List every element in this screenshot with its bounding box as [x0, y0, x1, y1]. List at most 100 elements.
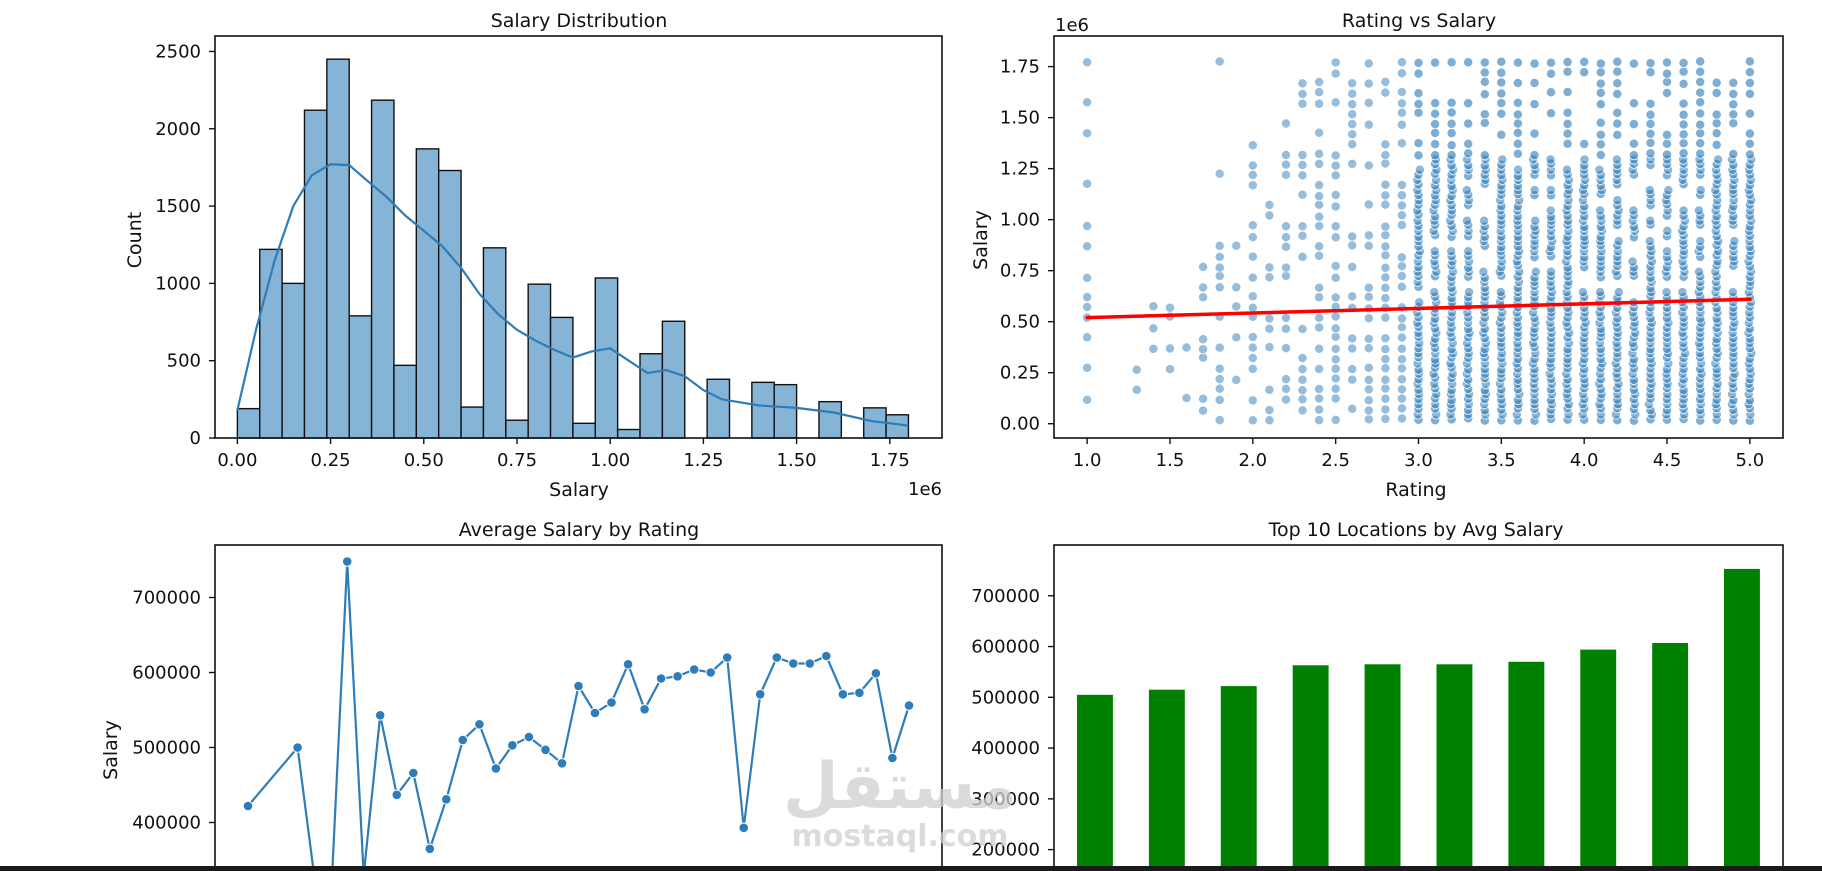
- scatter-point: [1662, 129, 1672, 140]
- scatter-point: [1181, 393, 1192, 403]
- scatter-point: [1380, 413, 1391, 424]
- scatter-point: [1693, 205, 1704, 216]
- scatter-point: [1430, 128, 1441, 138]
- scatter-point: [1247, 353, 1258, 363]
- scatter-point: [1247, 170, 1258, 180]
- scatter-point: [1562, 128, 1573, 139]
- y-offset-label: 1e6: [1055, 15, 1089, 36]
- scatter-point: [1512, 118, 1523, 129]
- scatter-point: [1214, 240, 1225, 251]
- scatter-point: [1628, 119, 1639, 130]
- location-bar: [1436, 664, 1473, 866]
- scatter-point: [1396, 200, 1407, 211]
- watermark-domain: mostaql.com: [791, 819, 1008, 854]
- y-tick-label: 2000: [155, 119, 201, 140]
- scatter-point: [1380, 262, 1391, 273]
- scatter-point: [1512, 148, 1523, 159]
- scatter-point: [1530, 215, 1541, 226]
- scatter-point: [1430, 139, 1441, 150]
- scatter-point: [1711, 109, 1722, 120]
- scatter-point: [1297, 364, 1308, 375]
- scatter-point: [1695, 185, 1706, 196]
- scatter-point: [1595, 67, 1606, 78]
- scatter-point: [1247, 291, 1258, 302]
- scatter-point: [1645, 137, 1656, 148]
- scatter-point: [1595, 78, 1606, 89]
- x-tick-label: 3.0: [1404, 450, 1433, 471]
- scatter-point: [1330, 373, 1341, 384]
- series-point: [474, 719, 485, 730]
- scatter-point: [1496, 77, 1507, 88]
- scatter-point: [1380, 282, 1391, 293]
- x-tick-label: 0.50: [404, 450, 444, 471]
- x-tick-label: 2.5: [1321, 450, 1350, 471]
- histogram-bar: [437, 169, 462, 439]
- scatter-point: [1711, 118, 1722, 129]
- scatter-point: [1264, 415, 1275, 426]
- series-point: [754, 689, 766, 700]
- histogram-bar: [527, 283, 552, 439]
- scatter-point: [1330, 354, 1341, 365]
- scatter-point: [1744, 88, 1755, 99]
- scatter-point: [1529, 185, 1540, 196]
- histogram-bar: [706, 378, 731, 439]
- histogram-bar: [751, 381, 775, 439]
- x-tick-label: 1.25: [683, 450, 723, 471]
- scatter-point: [1347, 119, 1358, 130]
- scatter-point: [1198, 282, 1209, 293]
- scatter-point: [1281, 232, 1291, 243]
- scatter-point: [1082, 302, 1093, 312]
- scatter-point: [1396, 119, 1407, 130]
- chart-title: Rating vs Salary: [1342, 10, 1496, 32]
- scatter-point: [1429, 246, 1440, 257]
- scatter-point: [1330, 261, 1341, 271]
- scatter-point: [1479, 215, 1490, 226]
- scatter-point: [1396, 403, 1407, 414]
- scatter-point: [1430, 119, 1441, 130]
- scatter-point: [1131, 364, 1142, 375]
- scatter-point: [1396, 354, 1407, 365]
- scatter-point: [1231, 332, 1242, 343]
- scatter-point: [1613, 236, 1624, 247]
- series-point: [292, 742, 303, 753]
- scatter-point: [1396, 220, 1407, 230]
- scatter-point: [1314, 241, 1325, 252]
- scatter-point: [1627, 256, 1638, 267]
- rating-vs-salary-chart: Rating vs Salary 1.0 1.5 2.0 2.5 3.0 3.5 4.0 4.…: [970, 10, 1784, 501]
- scatter-point: [1330, 311, 1341, 322]
- series-point: [721, 652, 733, 663]
- scatter-point: [1496, 56, 1507, 67]
- scatter-point: [1728, 99, 1739, 110]
- scatter-point: [1314, 199, 1325, 210]
- x-tick-label: 0.00: [217, 450, 257, 471]
- x-tick-label: 2.0: [1238, 450, 1267, 471]
- scatter-point: [1363, 240, 1374, 251]
- scatter-point: [1363, 333, 1374, 344]
- scatter-point: [1363, 119, 1374, 130]
- scatter-point: [1264, 262, 1275, 273]
- scatter-point: [1413, 138, 1424, 149]
- scatter-point: [1314, 87, 1325, 98]
- scatter-point: [1281, 343, 1291, 354]
- scatter-point: [1628, 58, 1639, 69]
- scatter-point: [1430, 108, 1441, 119]
- scatter-point: [1396, 180, 1407, 190]
- scatter-point: [1380, 354, 1391, 365]
- scatter-point: [1330, 190, 1341, 200]
- scatter-point: [1595, 139, 1606, 150]
- scatter-point: [1330, 323, 1341, 334]
- histogram-bar: [236, 407, 261, 439]
- scatter-point: [1513, 164, 1523, 175]
- scatter-point: [1396, 281, 1407, 292]
- watermark: مستقل mostaql.com: [783, 750, 1017, 854]
- scatter-point: [1446, 128, 1457, 139]
- scatter-point: [1297, 353, 1308, 363]
- scatter-point: [1247, 232, 1258, 243]
- location-bar: [1292, 665, 1329, 866]
- scatter-point: [1562, 118, 1573, 129]
- scatter-point: [1165, 302, 1175, 313]
- scatter-point: [1430, 150, 1441, 161]
- scatter-point: [1247, 251, 1258, 262]
- scatter-point: [1314, 127, 1325, 138]
- scatter-point: [1347, 291, 1358, 302]
